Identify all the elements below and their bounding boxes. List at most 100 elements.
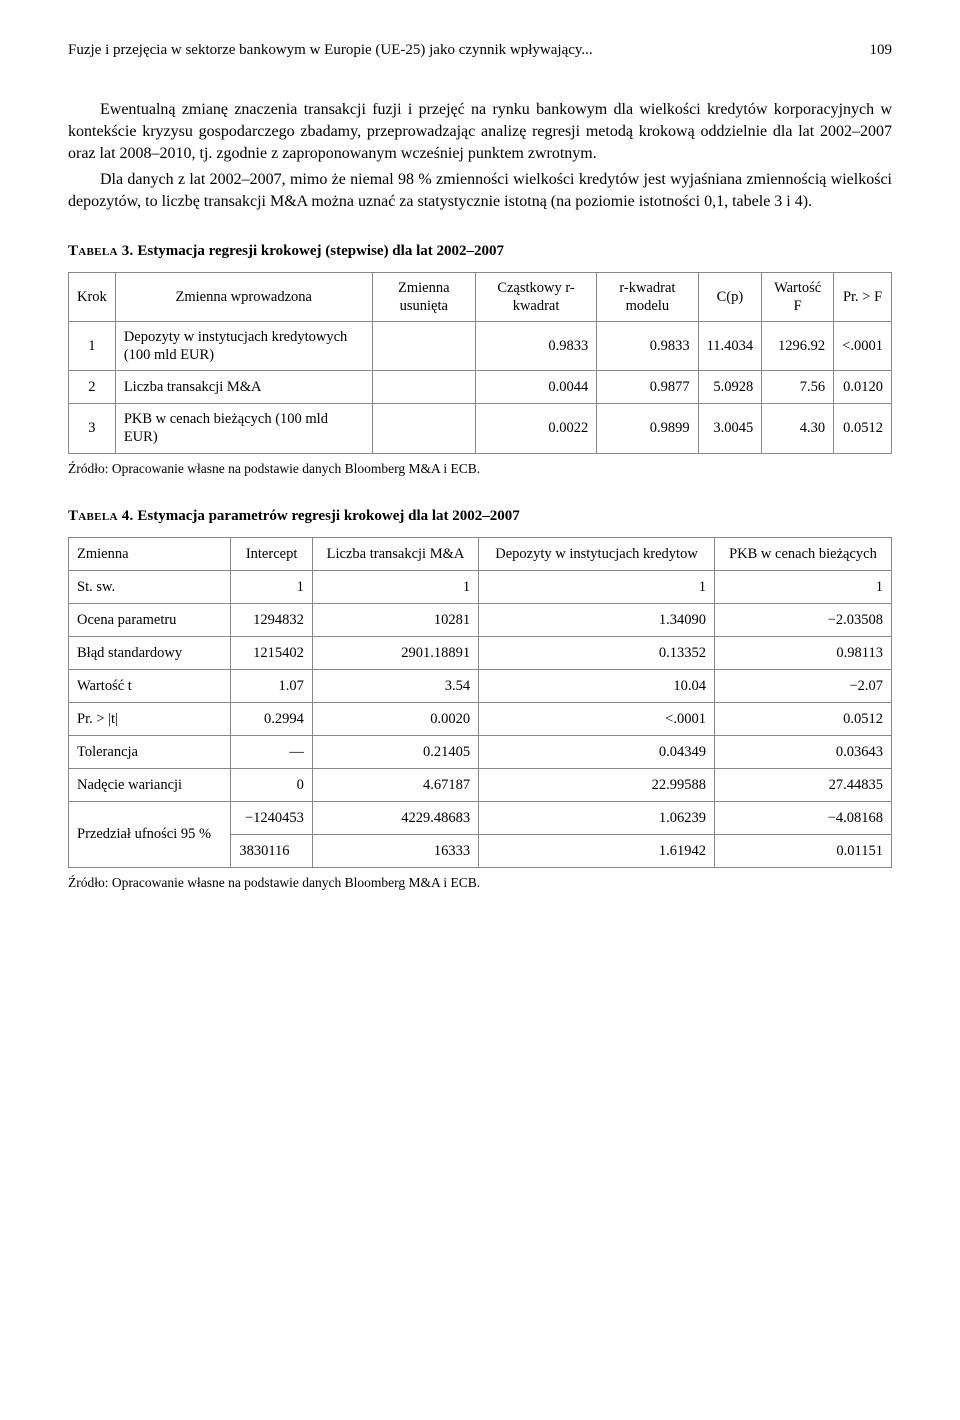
t4-c2: 4.67187	[312, 768, 478, 801]
table3-h-f: Wartość F	[762, 272, 834, 321]
t4-ci-label: Przedział ufności 95 %	[69, 801, 231, 867]
t3-cp: 11.4034	[698, 322, 762, 371]
t4-ci-c3: 1.61942	[479, 834, 715, 867]
table3-header-row: Krok Zmienna wprowadzona Zmienna usunięt…	[69, 272, 892, 321]
t4-c2: 1	[312, 570, 478, 603]
table3-row: 2Liczba transakcji M&A 0.00440.98775.0928…	[69, 371, 892, 404]
t4-c2: 10281	[312, 603, 478, 636]
t3-r2: 0.9877	[597, 371, 698, 404]
t4-c2: 3.54	[312, 669, 478, 702]
t4-c3: 0.04349	[479, 735, 715, 768]
t3-r2: 0.9899	[597, 404, 698, 453]
table3-h-partial: Cząstkowy r-kwadrat	[475, 272, 596, 321]
t3-krok: 2	[69, 371, 116, 404]
t4-c4: 1	[714, 570, 891, 603]
t3-zmus	[372, 404, 475, 453]
t4-ci-c4: 0.01151	[714, 834, 891, 867]
body-paragraph-2: Dla danych z lat 2002–2007, mimo że niem…	[68, 169, 892, 213]
t3-zmwpr: PKB w cenach bieżących (100 mld EUR)	[115, 404, 372, 453]
table4-h-dep: Depozyty w instytucjach kredytow	[479, 537, 715, 570]
t3-r2: 0.9833	[597, 322, 698, 371]
t4-c4: 0.03643	[714, 735, 891, 768]
table3-h-pr: Pr. > F	[834, 272, 892, 321]
table4-source: Źródło: Opracowanie własne na podstawie …	[68, 874, 892, 893]
t4-c4: 0.98113	[714, 636, 891, 669]
t3-zmus	[372, 371, 475, 404]
t3-krok: 3	[69, 404, 116, 453]
t4-c1: 1294832	[231, 603, 313, 636]
t4-name: Ocena parametru	[69, 603, 231, 636]
table4-title: Tabela 4. Estymacja parametrów regresji …	[68, 506, 892, 527]
table4-h-zm: Zmienna	[69, 537, 231, 570]
t3-partial: 0.0044	[475, 371, 596, 404]
t3-partial: 0.9833	[475, 322, 596, 371]
table4-h-ma: Liczba transakcji M&A	[312, 537, 478, 570]
t4-ci-c1: −1240453	[231, 801, 313, 834]
table3-h-krok: Krok	[69, 272, 116, 321]
t4-c3: 1	[479, 570, 715, 603]
t4-c3: 1.34090	[479, 603, 715, 636]
table4-row: Ocena parametru1294832102811.34090−2.035…	[69, 603, 892, 636]
t4-ci-c3: 1.06239	[479, 801, 715, 834]
t3-pr: <.0001	[834, 322, 892, 371]
t4-c2: 0.21405	[312, 735, 478, 768]
table4-row: Tolerancja—0.214050.043490.03643	[69, 735, 892, 768]
t4-c4: −2.03508	[714, 603, 891, 636]
table3: Krok Zmienna wprowadzona Zmienna usunięt…	[68, 272, 892, 454]
t3-cp: 5.0928	[698, 371, 762, 404]
table3-title-text: Estymacja regresji krokowej (stepwise) d…	[137, 243, 504, 259]
table4-ci-row: Przedział ufności 95 %−12404534229.48683…	[69, 801, 892, 834]
t4-c1: 0	[231, 768, 313, 801]
t4-name: Wartość t	[69, 669, 231, 702]
table4: Zmienna Intercept Liczba transakcji M&A …	[68, 537, 892, 868]
table3-row: 1Depozyty w instytucjach kredytowych (10…	[69, 322, 892, 371]
t4-c1: 1.07	[231, 669, 313, 702]
t4-c3: <.0001	[479, 702, 715, 735]
t3-f: 1296.92	[762, 322, 834, 371]
table4-row: Nadęcie wariancji04.6718722.9958827.4483…	[69, 768, 892, 801]
t4-c4: 27.44835	[714, 768, 891, 801]
t4-c3: 10.04	[479, 669, 715, 702]
table4-row: Błąd standardowy12154022901.188910.13352…	[69, 636, 892, 669]
table3-h-cp: C(p)	[698, 272, 762, 321]
t4-ci-c2: 16333	[312, 834, 478, 867]
t4-c3: 0.13352	[479, 636, 715, 669]
t4-name: St. sw.	[69, 570, 231, 603]
t3-partial: 0.0022	[475, 404, 596, 453]
table3-h-r2: r-kwadrat modelu	[597, 272, 698, 321]
table4-title-text: Estymacja parametrów regresji krokowej d…	[137, 508, 519, 524]
t3-zmwpr: Liczba transakcji M&A	[115, 371, 372, 404]
t4-c3: 22.99588	[479, 768, 715, 801]
table4-header-row: Zmienna Intercept Liczba transakcji M&A …	[69, 537, 892, 570]
t4-c1: 0.2994	[231, 702, 313, 735]
t4-ci-c2: 4229.48683	[312, 801, 478, 834]
running-header: Fuzje i przejęcia w sektorze bankowym w …	[68, 40, 892, 61]
t4-c2: 0.0020	[312, 702, 478, 735]
table3-title: Tabela 3. Estymacja regresji krokowej (s…	[68, 241, 892, 262]
t4-name: Pr. > |t|	[69, 702, 231, 735]
t4-name: Błąd standardowy	[69, 636, 231, 669]
table3-label: Tabela 3.	[68, 243, 134, 259]
t3-zmus	[372, 322, 475, 371]
table4-label: Tabela 4.	[68, 508, 134, 524]
t4-c1: 1215402	[231, 636, 313, 669]
table4-row: Wartość t1.073.5410.04−2.07	[69, 669, 892, 702]
t3-cp: 3.0045	[698, 404, 762, 453]
t3-krok: 1	[69, 322, 116, 371]
t4-c4: 0.0512	[714, 702, 891, 735]
table3-source: Źródło: Opracowanie własne na podstawie …	[68, 460, 892, 479]
table3-row: 3PKB w cenach bieżących (100 mld EUR) 0.0…	[69, 404, 892, 453]
t3-f: 7.56	[762, 371, 834, 404]
t3-f: 4.30	[762, 404, 834, 453]
t4-c1: 1	[231, 570, 313, 603]
t4-name: Tolerancja	[69, 735, 231, 768]
page-number: 109	[870, 40, 893, 61]
table4-row: St. sw.1111	[69, 570, 892, 603]
table4-h-int: Intercept	[231, 537, 313, 570]
table4-row: Pr. > |t|0.29940.0020<.00010.0512	[69, 702, 892, 735]
table3-h-zmus: Zmienna usunięta	[372, 272, 475, 321]
t4-ci-c4: −4.08168	[714, 801, 891, 834]
t4-c2: 2901.18891	[312, 636, 478, 669]
t4-ci-c1: 3830116	[231, 834, 313, 867]
running-title: Fuzje i przejęcia w sektorze bankowym w …	[68, 40, 593, 61]
